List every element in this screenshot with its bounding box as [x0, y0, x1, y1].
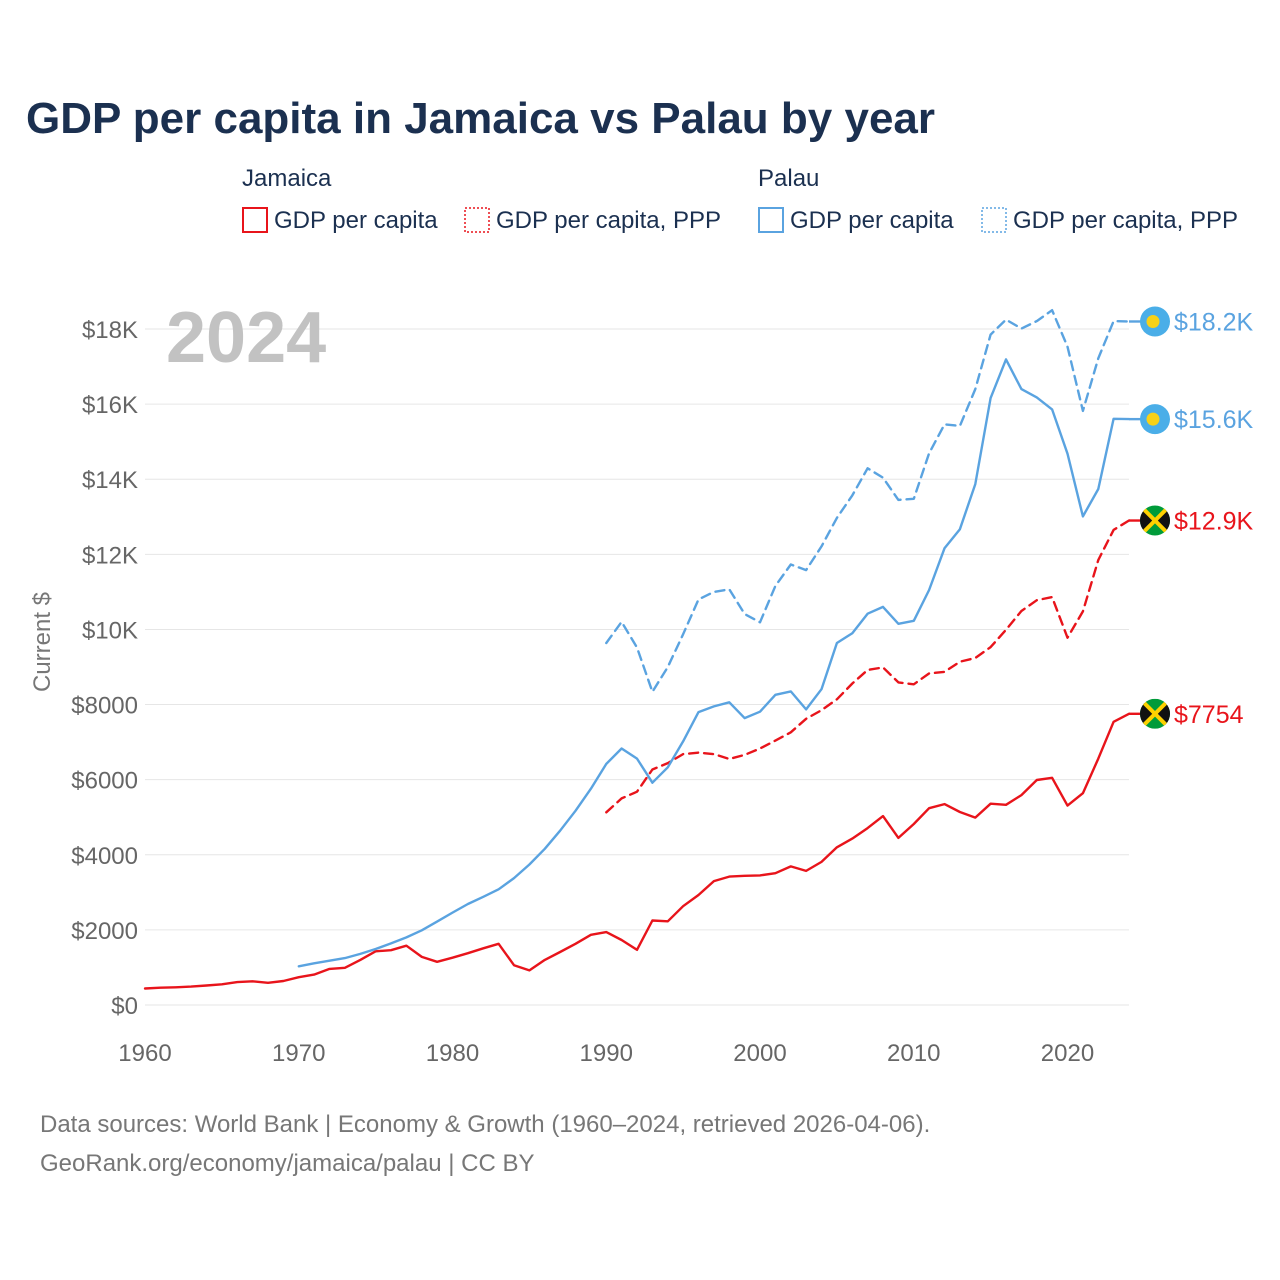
y-axis-label: Current $: [29, 592, 56, 692]
flag-saltire-b: [1140, 505, 1170, 536]
end-value-label: $12.9K: [1174, 508, 1254, 536]
series-line-1: [605, 519, 1131, 814]
legend-swatch-solid: [758, 207, 784, 233]
end-value-label: $15.6K: [1174, 406, 1254, 434]
y-tick-label: $14K: [82, 467, 138, 494]
source-text: Data sources: World Bank | Economy & Gro…: [40, 1111, 930, 1138]
gridlines: [145, 328, 1129, 1006]
y-tick-label: $16K: [82, 392, 138, 419]
series-lines: [143, 309, 1131, 990]
y-tick-label: $18K: [82, 317, 138, 344]
x-tick-label: 2000: [733, 1040, 786, 1067]
source-url: GeoRank.org/economy/jamaica/palau | CC B…: [40, 1150, 534, 1177]
end-value-label: $18.2K: [1174, 308, 1254, 336]
chart-title: GDP per capita in Jamaica vs Palau by ye…: [26, 94, 935, 143]
legend: Jamaica GDP per capita GDP per capita, PPP…: [242, 165, 1238, 234]
series-line-0: [143, 712, 1131, 990]
flag-black-left: [1140, 505, 1155, 536]
jamaica-flag-icon: [1140, 505, 1170, 536]
x-tick-label: 1990: [580, 1040, 633, 1067]
x-tick-label: 1980: [426, 1040, 479, 1067]
y-tick-label: $8000: [71, 693, 138, 720]
flag-body: [1140, 505, 1170, 536]
flag-black-right: [1155, 698, 1170, 729]
palau-flag-icon: [1140, 306, 1170, 337]
legend-label: GDP per capita: [790, 207, 954, 234]
series-line-3: [605, 309, 1131, 693]
flag-black-left: [1140, 698, 1155, 729]
end-value-label: $7754: [1174, 701, 1244, 729]
end-markers: $7754 $12.9K $15.6K $18.2K: [1129, 306, 1254, 729]
legend-label: GDP per capita: [274, 207, 438, 234]
legend-label: GDP per capita, PPP: [496, 207, 721, 234]
palau-flag-icon: [1140, 404, 1170, 435]
flag-black-right: [1155, 505, 1170, 536]
flag-moon: [1146, 412, 1160, 426]
legend-group-jamaica: Jamaica: [242, 165, 332, 192]
y-axis-ticks: $0 $2000 $4000 $6000 $8000 $10K $12K $14K $16K $1…: [71, 317, 138, 1020]
x-tick-label: 2010: [887, 1040, 940, 1067]
flag-saltire-b: [1140, 698, 1170, 729]
y-tick-label: $4000: [71, 843, 138, 870]
jamaica-flag-icon: [1140, 698, 1170, 729]
x-tick-label: 2020: [1041, 1040, 1094, 1067]
legend-label: GDP per capita, PPP: [1013, 207, 1238, 234]
y-tick-label: $10K: [82, 617, 138, 644]
x-tick-label: 1970: [272, 1040, 325, 1067]
x-axis-ticks: 1960 1970 1980 1990 2000 2010 2020: [118, 1040, 1094, 1067]
y-tick-label: $12K: [82, 542, 138, 569]
y-tick-label: $0: [111, 993, 138, 1020]
y-tick-label: $2000: [71, 918, 138, 945]
flag-moon: [1146, 314, 1160, 328]
legend-swatch-solid: [242, 207, 268, 233]
current-year-label: 2024: [166, 298, 326, 378]
flag-body: [1140, 698, 1170, 729]
series-line-2: [297, 358, 1131, 968]
x-tick-label: 1960: [118, 1040, 171, 1067]
legend-swatch-dashed: [464, 207, 490, 233]
y-tick-label: $6000: [71, 768, 138, 795]
legend-swatch-dashed: [981, 207, 1007, 233]
legend-group-palau: Palau: [758, 165, 819, 192]
